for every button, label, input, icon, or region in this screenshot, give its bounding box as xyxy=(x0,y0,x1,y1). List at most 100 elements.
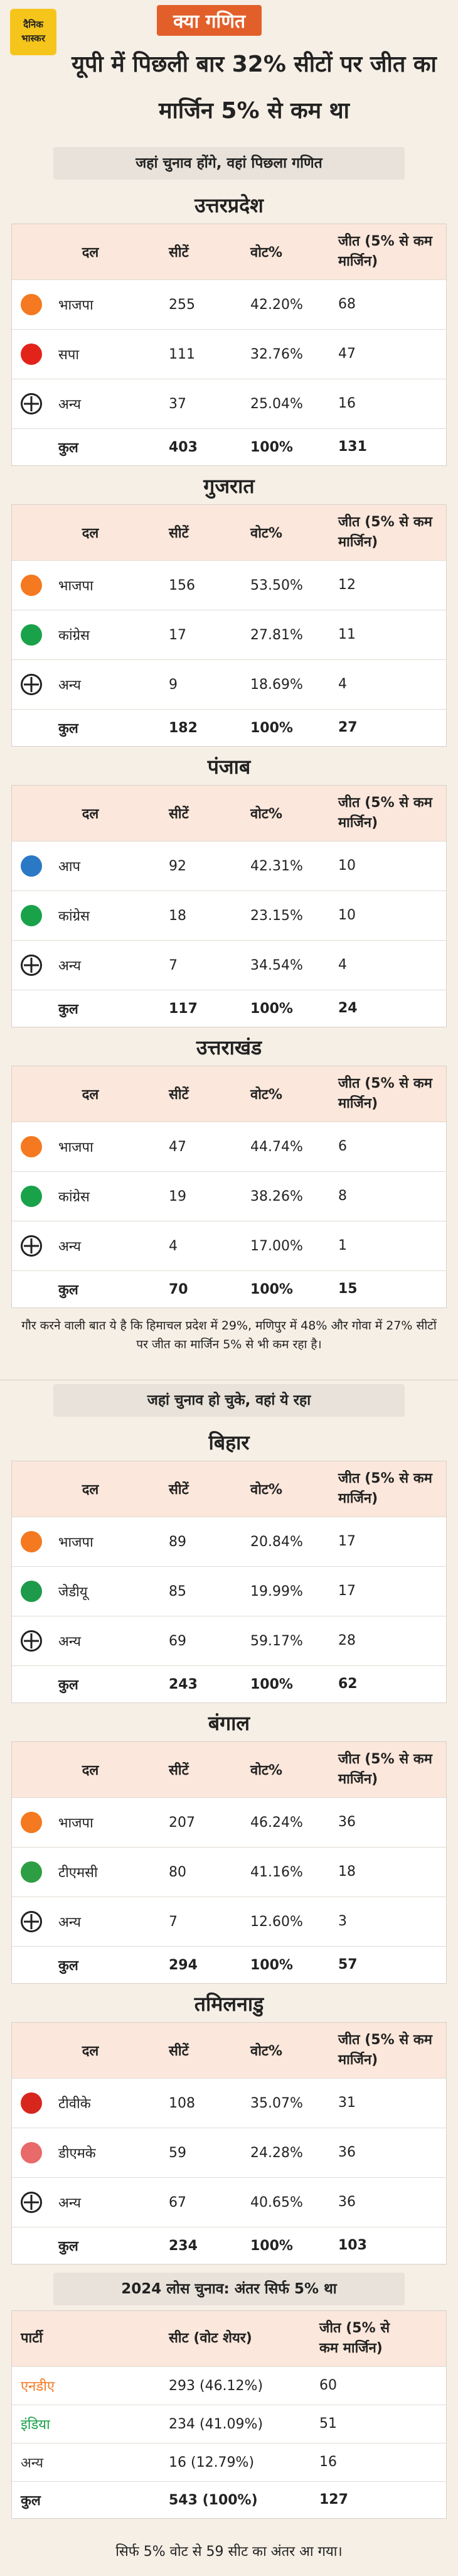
party-name: कांग्रेस xyxy=(58,909,90,924)
table-header: दल सीटें वोट% जीत (5% से कम मार्जिन) xyxy=(12,2023,446,2079)
party-name: डीएमके xyxy=(58,2146,96,2162)
column-header: जीत (5% से कम मार्जिन) xyxy=(338,795,432,831)
cell: कुल xyxy=(58,440,78,456)
cell: सपा xyxy=(12,344,169,365)
cell: 67 xyxy=(169,2194,186,2211)
state-block: उत्तराखंड दल सीटें वोट% जीत (5% से कम मार्जि… xyxy=(0,1027,458,1308)
table-row: अन्य 7 34.54% 4 xyxy=(12,941,446,990)
column-header: दल xyxy=(82,245,99,261)
column-header: वोट% xyxy=(250,526,283,541)
column-header: वोट% xyxy=(250,806,283,822)
cell: 1 xyxy=(338,1238,347,1253)
table-header: दल सीटें वोट% जीत (5% से कम मार्जिन) xyxy=(12,1742,446,1798)
column-header: सीटें xyxy=(169,245,189,261)
cell: 100% xyxy=(250,1676,293,1692)
table-row: एनडीए 293 (46.12%) 60 xyxy=(12,2367,446,2405)
column-header: जीत (5% से कम मार्जिन) xyxy=(338,1076,432,1112)
cell: अन्य xyxy=(12,1911,169,1932)
cell: कुल xyxy=(58,2239,78,2254)
table-header: दल सीटें वोट% जीत (5% से कम मार्जिन) xyxy=(12,505,446,561)
cell: 16 xyxy=(338,396,356,411)
cell: 243 xyxy=(169,1676,198,1692)
cell: 4 xyxy=(169,1238,178,1254)
column-header: सीटें xyxy=(169,526,189,541)
column-header: वोट% xyxy=(250,245,283,261)
cell: 62 xyxy=(338,1676,358,1692)
cell: 100% xyxy=(250,1957,293,1973)
cell: 32.76% xyxy=(250,346,303,362)
party-name: अन्य xyxy=(58,2195,82,2211)
party-icon xyxy=(21,855,42,877)
party-icon xyxy=(21,905,42,926)
cell: 23.15% xyxy=(250,907,303,924)
title: यूपी में पिछली बार 32% सीटों पर जीत का म… xyxy=(72,51,437,124)
cell: 68 xyxy=(338,296,356,312)
state-name: उत्तराखंड xyxy=(196,1036,262,1059)
cell: 7 xyxy=(169,1913,178,1930)
cell: 47 xyxy=(338,346,356,362)
table-row: सपा 111 32.76% 47 xyxy=(12,330,446,379)
column-header: सीटें xyxy=(169,806,189,822)
party-name: टीवीके xyxy=(58,2096,91,2112)
cell: 37 xyxy=(169,396,186,412)
cell: अन्य xyxy=(12,955,169,976)
party-name: भाजपा xyxy=(58,1140,93,1155)
state-block: गुजरात दल सीटें वोट% जीत (5% से कम मार्जिन) भ… xyxy=(0,465,458,747)
cell: 16 xyxy=(319,2454,337,2470)
cell: 28 xyxy=(338,1633,356,1648)
party-icon xyxy=(21,294,42,315)
table-row: अन्य 4 17.00% 1 xyxy=(12,1221,446,1271)
table-row: टीवीके 108 35.07% 31 xyxy=(12,2079,446,2128)
party-icon xyxy=(21,1911,42,1932)
state-block: पंजाब दल सीटें वोट% जीत (5% से कम मार्जिन) आप… xyxy=(0,746,458,1027)
party-icon xyxy=(21,1630,42,1652)
party-icon xyxy=(21,2092,42,2114)
footer: सिर्फ 5% वोट से 59 सीट का अंतर आ गया। xyxy=(115,2544,343,2560)
total-row: कुल 117 100% 24 xyxy=(12,990,446,1027)
party-name: आप xyxy=(58,859,80,875)
table: दल सीटें वोट% जीत (5% से कम मार्जिन) भाजपा 25… xyxy=(11,224,447,466)
content: जहां चुनाव होंगे, वहां पिछला गणित उत्तरप्… xyxy=(0,147,458,2575)
cell: 42.20% xyxy=(250,296,303,313)
column-header: जीत (5% से कम मार्जिन) xyxy=(338,1471,432,1507)
party-icon xyxy=(21,1861,42,1883)
state-block: तमिलनाडु दल सीटें वोट% जीत (5% से कम मार्जिन… xyxy=(0,1983,458,2265)
cell: भाजपा xyxy=(12,1136,169,1157)
column-header: वोट% xyxy=(250,1087,283,1103)
cell: 7 xyxy=(169,957,178,973)
table-row: भाजपा 89 20.84% 17 xyxy=(12,1517,446,1567)
table-row: भाजपा 207 46.24% 36 xyxy=(12,1798,446,1848)
cell: 156 xyxy=(169,577,195,593)
table-row: अन्य 37 25.04% 16 xyxy=(12,379,446,429)
party-icon xyxy=(21,344,42,365)
state-name: बिहार xyxy=(208,1431,250,1454)
party-icon xyxy=(21,624,42,646)
table-row: भाजपा 47 44.74% 6 xyxy=(12,1122,446,1172)
cell: 36 xyxy=(338,1814,356,1830)
cell: 108 xyxy=(169,2095,195,2111)
cell: 234 xyxy=(169,2238,198,2254)
party-name: अन्य xyxy=(58,397,82,413)
cell: 182 xyxy=(169,720,198,736)
table-row: डीएमके 59 24.28% 36 xyxy=(12,2128,446,2178)
cell: 35.07% xyxy=(250,2095,303,2111)
cell: 9 xyxy=(169,676,178,693)
state-block: बिहार दल सीटें वोट% जीत (5% से कम मार्जिन) भा… xyxy=(0,1422,458,1703)
cell: जेडीयू xyxy=(12,1581,169,1602)
table-row: टीएमसी 80 41.16% 18 xyxy=(12,1848,446,1897)
table-header: दल सीटें वोट% जीत (5% से कम मार्जिन) xyxy=(12,224,446,280)
party-icon xyxy=(21,674,42,695)
state-name: तमिलनाडु xyxy=(194,1992,264,2016)
column-header: वोट% xyxy=(250,1482,283,1498)
column-header: दल xyxy=(82,1087,99,1103)
table: दल सीटें वोट% जीत (5% से कम मार्जिन) भाजपा 20… xyxy=(11,1741,447,1984)
cell: 17 xyxy=(338,1534,356,1549)
party-icon xyxy=(21,2192,42,2213)
cell: 103 xyxy=(338,2238,367,2253)
cell: 85 xyxy=(169,1583,186,1599)
party-name: जेडीयू xyxy=(58,1584,88,1600)
column-header: दल xyxy=(82,2043,99,2059)
table-header: दल सीटें वोट% जीत (5% से कम मार्जिन) xyxy=(12,1066,446,1122)
cell: 46.24% xyxy=(250,1814,303,1831)
